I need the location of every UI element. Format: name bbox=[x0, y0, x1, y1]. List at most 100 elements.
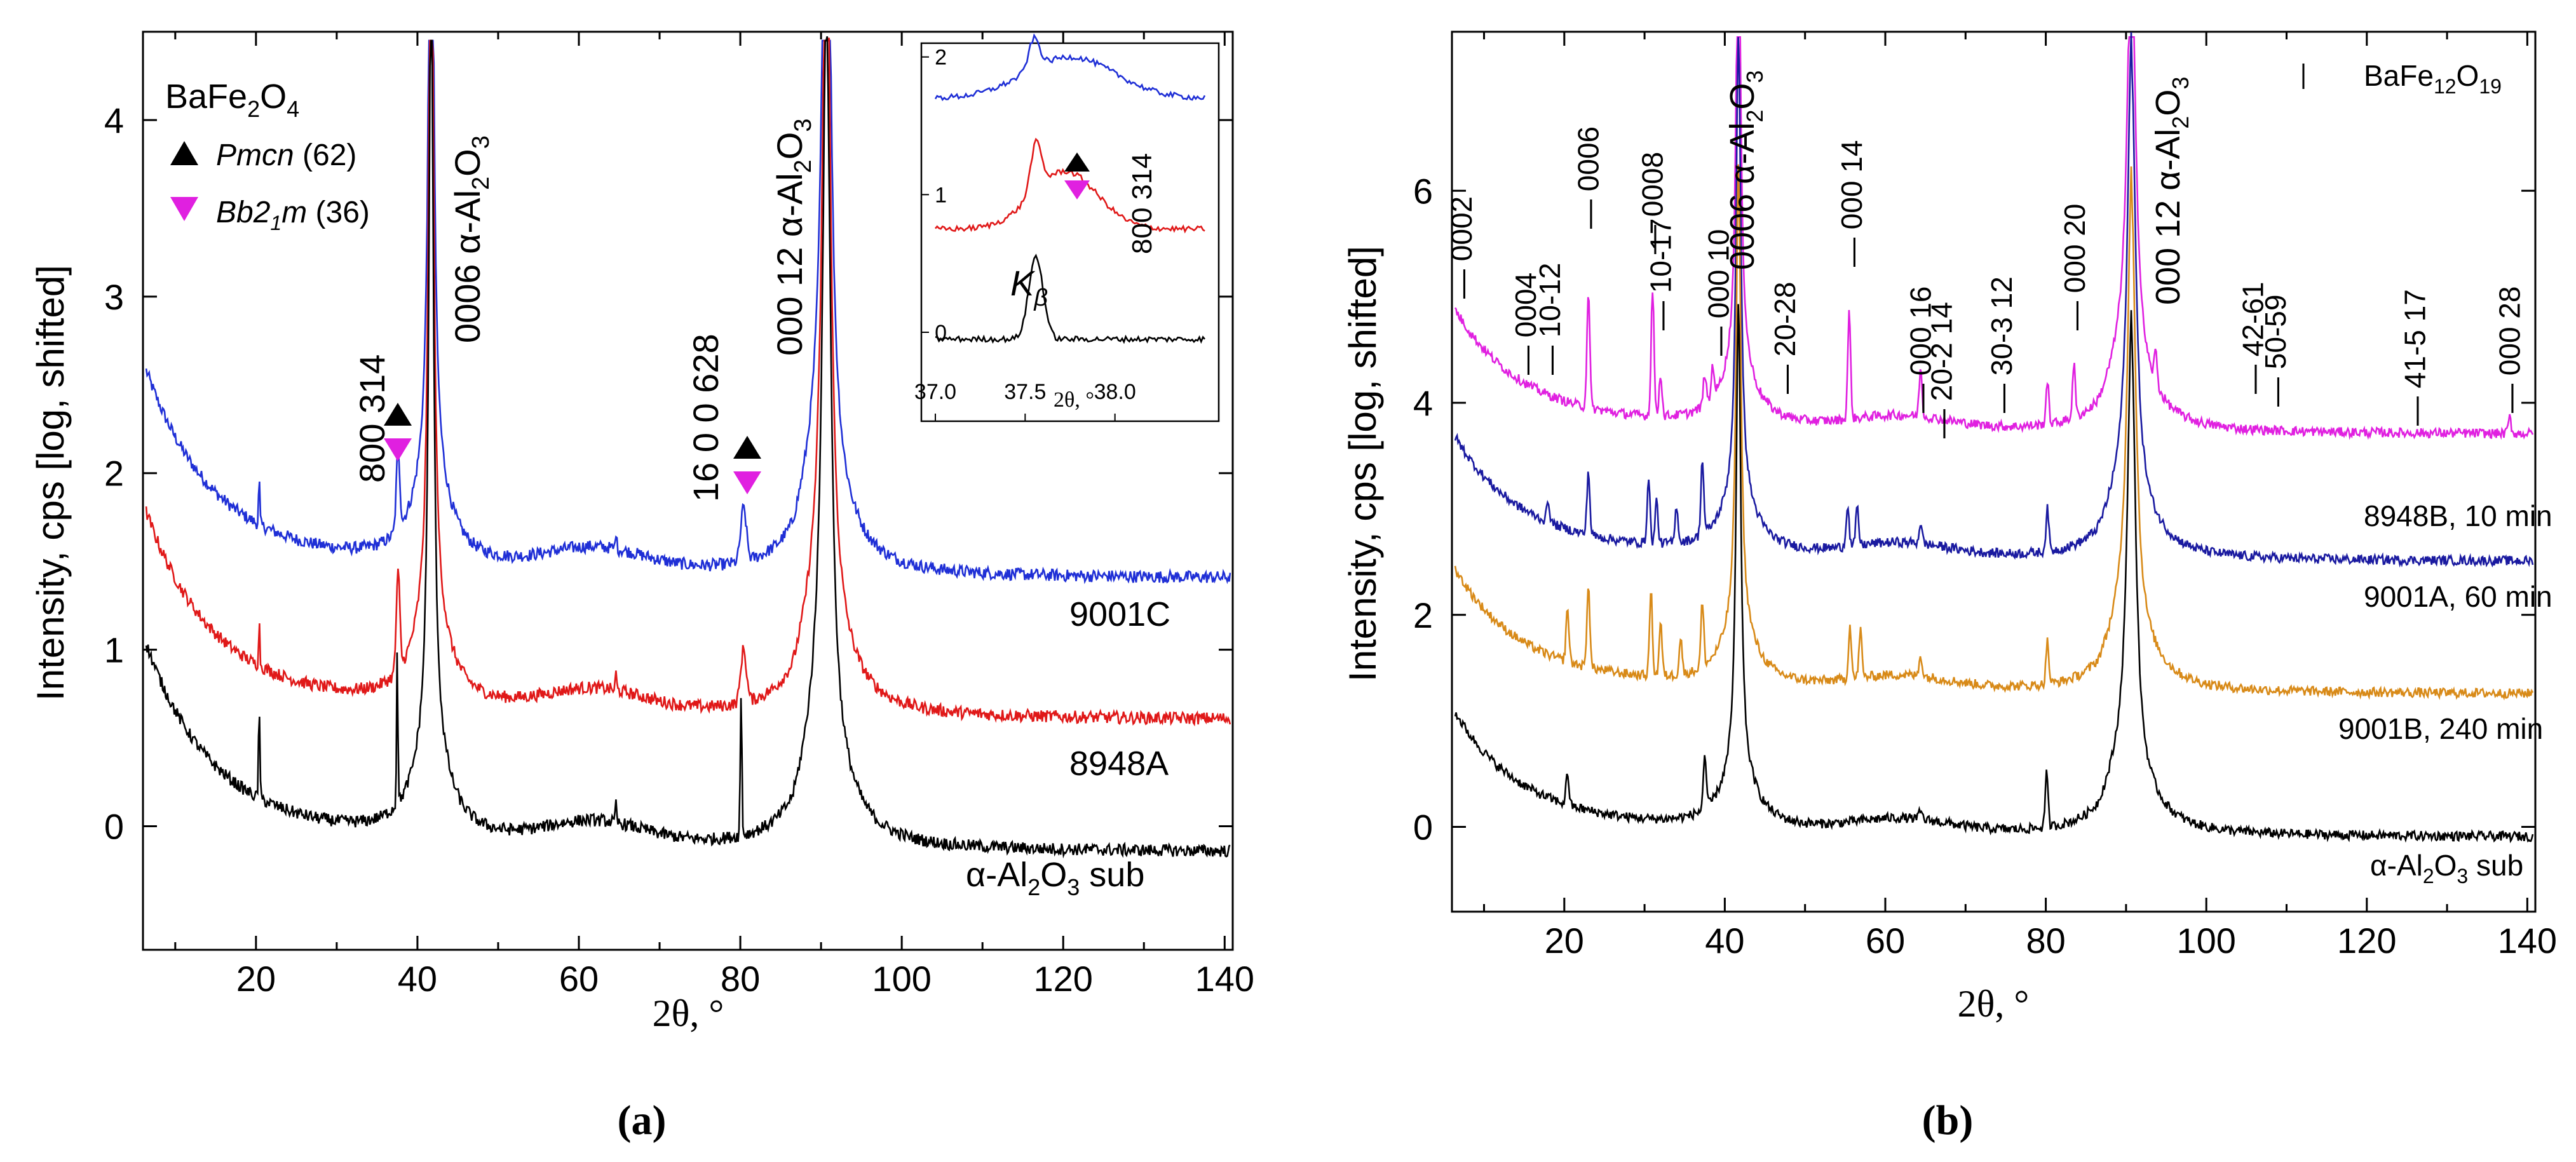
panel-a-legend: BaFe2O4 Pmcn (62) Bb21m (36) bbox=[165, 78, 370, 234]
reflection-label: — 000 28 bbox=[2493, 287, 2526, 413]
y-tick-label: 6 bbox=[1413, 171, 1433, 211]
reflection-label: — 0006 bbox=[1572, 126, 1605, 229]
panel-a-label: (a) bbox=[618, 1097, 667, 1144]
x-tick-label: 60 bbox=[1866, 921, 1905, 961]
annotation-00012-al2o3: 000 12 α-Al2O3 bbox=[769, 119, 817, 356]
y-tick-label: 4 bbox=[104, 100, 124, 140]
series-label-8948b: 8948B, 10 min bbox=[2364, 499, 2552, 532]
inset-peak-label: 800 314 bbox=[1127, 153, 1158, 254]
y-tick-label: 2 bbox=[1413, 595, 1433, 635]
series-line-2 bbox=[145, 36, 1231, 859]
inset-y-tick-label: 2 bbox=[935, 46, 947, 70]
panel-b-x-ticks: 20 40 60 80 100 120 140 bbox=[1483, 32, 2557, 961]
series-line-0 bbox=[145, 39, 1231, 584]
series-line-1 bbox=[145, 37, 1231, 727]
reflection-label: — 10-17 bbox=[1644, 219, 1677, 330]
x-tick-label: 40 bbox=[398, 959, 437, 999]
panel-a-frame bbox=[142, 30, 1234, 951]
series-label-9001b: 9001B, 240 min bbox=[2338, 712, 2543, 745]
x-tick-label: 120 bbox=[1034, 959, 1093, 999]
series-label-substrate-a: α-Al2O3 sub bbox=[966, 856, 1144, 900]
y-tick-label: 0 bbox=[104, 806, 124, 846]
reflection-label: — 0002 bbox=[1445, 196, 1478, 299]
x-tick-label: 100 bbox=[2176, 921, 2235, 961]
x-tick-label: 100 bbox=[872, 959, 931, 999]
series-line-2 bbox=[1454, 164, 2534, 701]
x-tick-label: 20 bbox=[236, 959, 276, 999]
reflection-label: — 000 10 bbox=[1702, 229, 1735, 356]
triangle-down-icon bbox=[170, 197, 198, 221]
panel-b-xlabel: 2θ, ° bbox=[1958, 983, 2030, 1025]
annotation-0006-al2o3: 0006 α-Al2O3 bbox=[447, 135, 494, 343]
panel-b-frame bbox=[1451, 30, 2537, 913]
reflection-label: — 000 20 bbox=[2058, 204, 2091, 330]
y-tick-label: 0 bbox=[1413, 807, 1433, 848]
panel-a-x-ticks: 20 40 60 80 100 120 140 bbox=[174, 32, 1254, 999]
series-label-9001a: 9001A, 60 min bbox=[2364, 580, 2552, 613]
reflection-label: — 42-61 bbox=[2236, 282, 2269, 394]
inset-frame bbox=[920, 42, 1220, 422]
series-label-substrate-b: α-Al2O3 sub bbox=[2370, 849, 2523, 888]
legend-title: BaFe2O4 bbox=[165, 78, 299, 122]
reflection-label: — 50-59 bbox=[2259, 295, 2292, 407]
series-line-1 bbox=[1454, 32, 2534, 568]
x-tick-label: 80 bbox=[2026, 921, 2065, 961]
inset-x-tick-label: 37.0 bbox=[914, 380, 956, 404]
x-tick-label: 80 bbox=[721, 959, 760, 999]
y-tick-label: 4 bbox=[1413, 383, 1433, 423]
y-tick-label: 1 bbox=[104, 630, 124, 670]
reflection-label: — 0004 bbox=[1509, 273, 1542, 375]
reflection-label: — 20-2 14 bbox=[1925, 302, 1958, 438]
annotation-800-314: 800 314 bbox=[352, 355, 392, 483]
triangle-down-icon bbox=[384, 438, 412, 461]
inset-y-tick-label: 1 bbox=[935, 183, 947, 207]
reflection-label: — 41-5 17 bbox=[2399, 289, 2432, 426]
annotation-16-0-0-628: 16 0 0 628 bbox=[686, 334, 726, 502]
inset-y-tick-label: 0 bbox=[935, 321, 947, 345]
series-line-3 bbox=[1454, 304, 2534, 844]
legend-entry-pmcn: Pmcn (62) bbox=[216, 138, 356, 172]
triangle-up-icon bbox=[733, 436, 761, 459]
panel-a-xlabel: 2θ, ° bbox=[653, 992, 724, 1034]
inset-xlabel: 2θ, ° bbox=[1054, 388, 1094, 412]
x-tick-label: 140 bbox=[1195, 959, 1254, 999]
inset-series-line-0 bbox=[934, 33, 1206, 102]
panel-b-label: (b) bbox=[1922, 1097, 1974, 1144]
inset-ticks: 0 1 2 37.0 37.5 38.0 bbox=[914, 46, 1136, 421]
panel-b-ylabel: Intensity, cps [log, shifted] bbox=[1341, 246, 1384, 682]
panel-a-ylabel: Intensity, cps [log, shifted] bbox=[29, 265, 72, 701]
triangle-down-icon bbox=[1064, 180, 1090, 199]
panel-a-y-ticks: 0 1 2 3 4 bbox=[104, 100, 1233, 846]
x-tick-label: 140 bbox=[2498, 921, 2557, 961]
series-label-9001c: 9001C bbox=[1069, 595, 1170, 633]
triangle-up-icon bbox=[384, 403, 412, 426]
panel-b-reflection-labels: — 0002 — 0004— 10-12 — 0006 — 0008— 10-17 — … bbox=[1445, 126, 2526, 438]
panel-a-series bbox=[145, 36, 1231, 859]
reflection-label: — 30-3 12 bbox=[1985, 276, 2018, 413]
annotation-b-00012-al2o3: 000 12 α-Al2O3 bbox=[2149, 77, 2193, 305]
y-tick-label: 3 bbox=[104, 277, 124, 317]
series-label-8948a: 8948A bbox=[1069, 745, 1169, 783]
x-tick-label: 120 bbox=[2337, 921, 2396, 961]
panel-a-inset: 0 1 2 37.0 37.5 38.0 800 314 Kβ 2θ, ° bbox=[914, 33, 1220, 422]
legend-entry-bb21m: Bb21m (36) bbox=[216, 196, 370, 234]
panel-b-legend-label: BaFe12O19 bbox=[2364, 59, 2502, 98]
inset-series-line-2 bbox=[935, 253, 1205, 344]
panel-b-y-ticks: 0 2 4 6 bbox=[1413, 171, 2535, 848]
panel-b-series bbox=[1454, 32, 2534, 844]
annotation-b-0006-al2o3: 0006 α-Al2O3 bbox=[1723, 71, 1768, 270]
x-tick-label: 60 bbox=[559, 959, 599, 999]
reflection-label: — 10-12 bbox=[1533, 263, 1566, 375]
triangle-down-icon bbox=[733, 471, 761, 494]
reflection-label: — 000 16 bbox=[1904, 287, 1937, 413]
reflection-label: — 20-28 bbox=[1768, 282, 1801, 394]
x-tick-label: 20 bbox=[1545, 921, 1584, 961]
series-line-0 bbox=[1454, 36, 2534, 440]
x-tick-label: 40 bbox=[1705, 921, 1744, 961]
triangle-up-icon bbox=[170, 141, 198, 165]
reflection-label: — 0008 bbox=[1636, 152, 1669, 254]
y-tick-label: 2 bbox=[104, 454, 124, 494]
